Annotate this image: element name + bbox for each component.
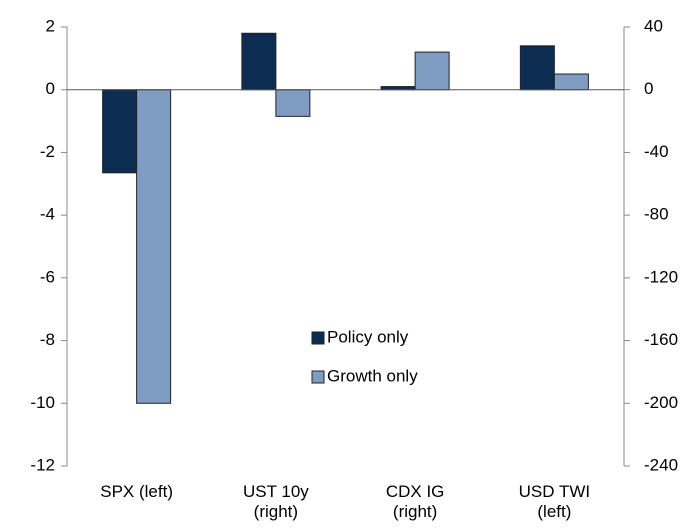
y-tick-label: -6 (40, 267, 55, 286)
bar (136, 89, 172, 404)
y-tick-label: -12 (30, 455, 55, 474)
y2-tick-label: -240 (644, 455, 678, 474)
y-tick-label: -10 (30, 393, 55, 412)
y2-tick-label: -80 (644, 205, 669, 224)
bar (553, 73, 589, 91)
y2-tick-label: -120 (644, 267, 678, 286)
x-tick-label: UST 10y (right) (242, 482, 309, 521)
legend-swatch (311, 370, 325, 384)
y2-tick-label: -40 (644, 142, 669, 161)
y2-tick-label: -160 (644, 330, 678, 349)
x-tick-label: CDX IG (right) (385, 482, 445, 521)
legend-label: Policy only (327, 327, 409, 346)
y2-tick-label: 0 (644, 79, 653, 98)
y2-tick-label: -200 (644, 393, 678, 412)
bar (275, 89, 311, 117)
bar (102, 89, 138, 174)
y-tick-label: -4 (40, 205, 55, 224)
bar (414, 51, 450, 91)
y2-tick-label: 40 (644, 16, 663, 35)
y-tick-label: -8 (40, 330, 55, 349)
y-tick-label: -2 (40, 142, 55, 161)
x-tick-label: USD TWI (left) (518, 482, 591, 521)
legend-label: Growth only (327, 366, 418, 385)
x-tick-label: SPX (left) (100, 482, 173, 501)
y-tick-label: 0 (46, 79, 55, 98)
bar (519, 45, 555, 91)
y-tick-label: 2 (46, 16, 55, 35)
bar (241, 32, 277, 91)
legend-swatch (311, 331, 325, 345)
